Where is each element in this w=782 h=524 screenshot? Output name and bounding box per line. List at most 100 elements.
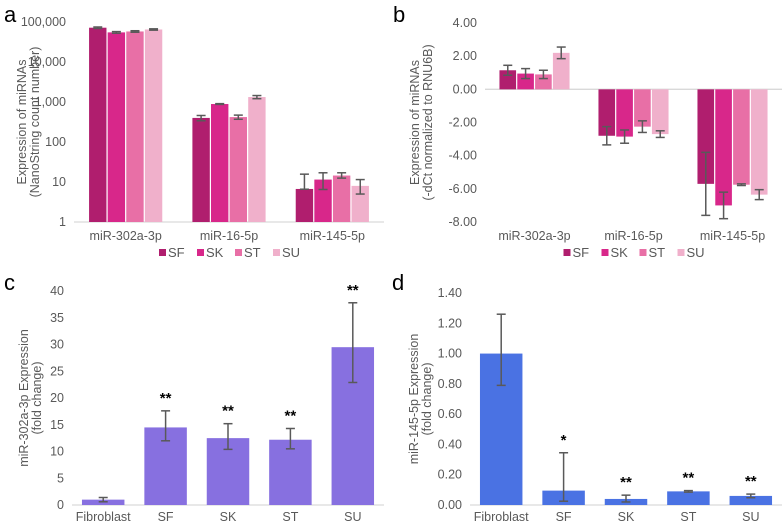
y-tick-label: 15: [50, 418, 64, 432]
chart-panel-b: b 4.00 2.00 0.00 -2.00 -4.00 -6.00 -8.00 Express…: [393, 2, 782, 260]
bar-sk: [616, 89, 633, 137]
bar-sf: [192, 117, 210, 222]
legend-item: ST: [639, 245, 666, 260]
legend-label: SF: [573, 245, 590, 260]
y-tick-label: 4.00: [453, 16, 477, 30]
bar-sk: [211, 104, 229, 222]
bar-st: [634, 89, 651, 127]
y-tick-label: 10: [52, 175, 66, 189]
y-axis-title: Expression of miRNAs: [408, 60, 422, 185]
bar-fold-change: [667, 491, 710, 505]
x-tick-label: SU: [344, 510, 361, 524]
bar-su: [351, 185, 369, 222]
bar-su: [552, 52, 570, 90]
significance-marker: **: [745, 473, 757, 490]
y-tick-label: -6.00: [449, 182, 478, 196]
bar-sf: [295, 188, 314, 222]
legend-swatch: [601, 249, 609, 256]
legend-swatch: [677, 249, 685, 256]
x-tick-label: SF: [158, 510, 174, 524]
significance-marker: **: [285, 407, 297, 424]
bar-su: [248, 97, 266, 222]
x-tick-label: miR-16-5p: [604, 229, 662, 243]
bar-su: [144, 29, 163, 223]
panel-label: a: [4, 2, 17, 27]
y-axis-title: (fold change): [30, 362, 44, 435]
y-tick-label: 0: [57, 498, 64, 512]
bar-sk: [715, 89, 732, 206]
x-tick-label: Fibroblast: [76, 510, 131, 524]
y-tick-label: 1.00: [438, 347, 462, 361]
y-tick-label: 1.20: [438, 316, 462, 330]
significance-marker: **: [683, 470, 695, 487]
significance-marker: **: [222, 403, 234, 420]
bar-fold-change: [729, 495, 773, 505]
panel-label: b: [393, 2, 405, 27]
y-tick-label: 1: [59, 215, 66, 229]
y-tick-label: 0.00: [453, 82, 477, 96]
significance-marker: *: [561, 432, 567, 449]
legend-item: SK: [197, 245, 224, 260]
y-tick-label: 100: [45, 135, 66, 149]
bar-sf: [598, 89, 616, 136]
y-tick-label: -8.00: [449, 215, 478, 229]
y-tick-label: 40: [50, 284, 64, 298]
significance-marker: **: [347, 282, 359, 299]
panel-label: c: [4, 270, 15, 295]
legend-swatch: [639, 249, 647, 256]
y-tick-label: 5: [57, 471, 64, 485]
y-tick-label: 2.00: [453, 49, 477, 63]
significance-marker: **: [620, 474, 632, 491]
y-axis-title: miR-145-5p Expression: [407, 334, 421, 465]
legend-swatch: [273, 249, 280, 256]
significance-marker: **: [160, 390, 172, 407]
y-tick-label: 30: [50, 338, 64, 352]
bar-sk: [517, 73, 534, 90]
legend-label: SK: [206, 245, 224, 260]
y-tick-label: 10,000: [28, 55, 66, 69]
legend-label: ST: [649, 245, 666, 260]
bar-sf: [697, 89, 715, 184]
bar-st: [733, 89, 750, 185]
bar-su: [750, 89, 768, 195]
x-tick-label: miR-16-5p: [200, 229, 258, 243]
bar-fold-change: [269, 439, 312, 505]
legend-item: SF: [159, 245, 185, 260]
y-tick-label: 1,000: [35, 95, 66, 109]
y-tick-label: 1.40: [438, 286, 462, 300]
legend-label: SU: [687, 245, 705, 260]
chart-panel-a: a 1 10 100 1,000 10,000 100,000 Expression of m…: [4, 2, 384, 260]
x-tick-label: miR-145-5p: [300, 229, 365, 243]
x-tick-label: Fibroblast: [474, 510, 529, 524]
legend-item: SU: [273, 245, 300, 260]
x-tick-label: SU: [742, 510, 759, 524]
y-tick-label: -4.00: [449, 149, 478, 163]
x-tick-label: miR-302a-3p: [498, 229, 570, 243]
legend-item: SU: [677, 245, 705, 260]
bar-st: [229, 117, 247, 222]
x-tick-label: miR-302a-3p: [90, 229, 162, 243]
bar-su: [651, 89, 669, 135]
panel-label: d: [392, 270, 404, 295]
bar-st: [332, 175, 351, 222]
y-tick-label: 20: [50, 391, 64, 405]
y-tick-label: 0.00: [438, 498, 462, 512]
y-axis-title: miR-302a-3p Expression: [17, 329, 31, 467]
bar-sf: [89, 27, 107, 223]
legend-swatch: [563, 249, 571, 256]
x-tick-label: ST: [680, 510, 696, 524]
chart-panel-c: c 0 5 10 15 20 25 30 35 40 miR-302a-3p Expression(…: [4, 270, 384, 524]
x-tick-label: SF: [556, 510, 572, 524]
y-axis-title: (fold change): [420, 363, 434, 436]
y-tick-label: 100,000: [21, 15, 66, 29]
y-tick-label: 0.60: [438, 407, 462, 421]
y-tick-label: 0.80: [438, 377, 462, 391]
legend-label: SU: [282, 245, 300, 260]
x-tick-label: SK: [618, 510, 635, 524]
legend-label: SF: [168, 245, 185, 260]
y-tick-label: 0.20: [438, 468, 462, 482]
bar-st: [126, 31, 144, 223]
x-tick-label: miR-145-5p: [700, 229, 765, 243]
x-tick-label: ST: [282, 510, 298, 524]
